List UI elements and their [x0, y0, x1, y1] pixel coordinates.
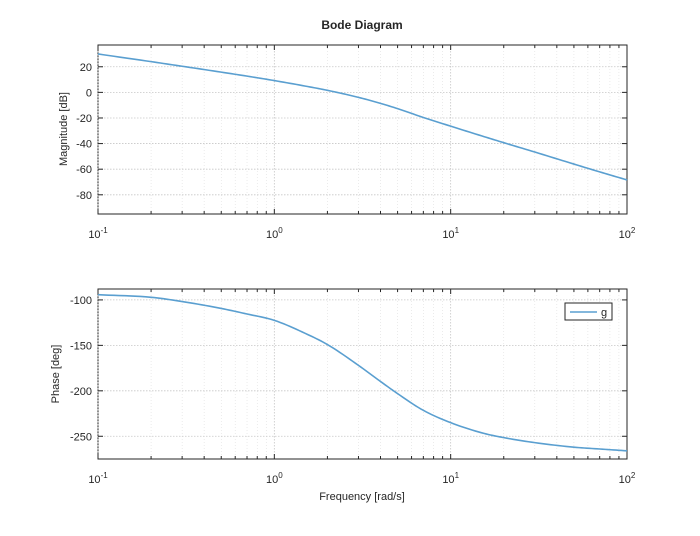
y-tick-label: -100	[70, 295, 92, 307]
x-tick-label-exponent: 2	[631, 226, 636, 235]
magnitude-ylabel: Magnitude [dB]	[58, 92, 70, 166]
y-tick-label: -40	[76, 139, 92, 151]
x-tick-label-base: 10	[619, 229, 631, 241]
x-tick-label-exponent: 0	[278, 471, 283, 480]
x-tick-label-exponent: -1	[101, 471, 109, 480]
phase-plot-area	[97, 288, 628, 460]
x-tick-label: 102	[619, 471, 636, 486]
x-tick-label-exponent: 0	[278, 226, 283, 235]
x-tick-label: 101	[442, 226, 459, 241]
y-tick-label: 20	[80, 62, 92, 74]
x-tick-label-base: 10	[442, 474, 454, 486]
y-tick-label: -250	[70, 431, 92, 443]
chart-title: Bode Diagram	[321, 18, 402, 32]
x-tick-label: 100	[266, 471, 283, 486]
x-tick-label-base: 10	[442, 229, 454, 241]
legend-entry-g: g	[601, 307, 607, 319]
x-tick-label-base: 10	[266, 229, 278, 241]
x-tick-label-base: 10	[266, 474, 278, 486]
y-tick-label: -200	[70, 386, 92, 398]
y-tick-label: -80	[76, 190, 92, 202]
x-tick-label: 10-1	[88, 471, 108, 486]
y-tick-label: -60	[76, 164, 92, 176]
x-tick-label: 100	[266, 226, 283, 241]
y-tick-label: 0	[86, 87, 92, 99]
x-tick-label-base: 10	[619, 474, 631, 486]
magnitude-series-line	[97, 53, 628, 181]
legend: g	[564, 302, 613, 321]
x-tick-label-exponent: -1	[101, 226, 109, 235]
x-tick-label-base: 10	[88, 474, 100, 486]
x-tick-label-exponent: 2	[631, 471, 636, 480]
x-tick-label-exponent: 1	[455, 471, 460, 480]
phase-series-line	[97, 293, 628, 452]
phase-ylabel: Phase [deg]	[50, 345, 62, 404]
x-tick-label: 102	[619, 226, 636, 241]
y-tick-label: -150	[70, 340, 92, 352]
y-tick-label: -20	[76, 113, 92, 125]
x-tick-label-base: 10	[88, 229, 100, 241]
x-tick-label-exponent: 1	[455, 226, 460, 235]
x-tick-label: 10-1	[88, 226, 108, 241]
magnitude-plot-area	[97, 44, 628, 215]
frequency-xlabel: Frequency [rad/s]	[319, 491, 405, 503]
x-tick-label: 101	[442, 471, 459, 486]
